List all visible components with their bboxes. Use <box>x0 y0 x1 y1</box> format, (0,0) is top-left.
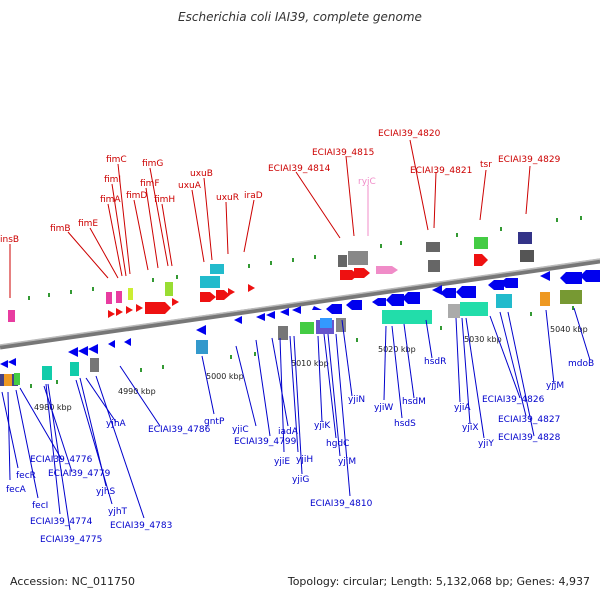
gene-label: tsr <box>480 160 492 170</box>
gene-label: yjiG <box>292 475 309 485</box>
gene-label: ECIAI39_4814 <box>268 164 331 174</box>
gene-label: ECIAI39_4815 <box>312 148 374 158</box>
reverse-ticks <box>30 306 574 388</box>
genome-summary: Topology: circular; Length: 5,132,068 bp… <box>287 575 590 588</box>
gene-label: iadA <box>278 427 299 437</box>
gene-label: ryjC <box>358 177 376 187</box>
gene-label: ECIAI39_4779 <box>48 469 111 479</box>
gene-label: insB <box>0 235 19 245</box>
gene-label: yjiN <box>348 395 365 405</box>
gene-label: ECIAI39_4821 <box>410 166 472 176</box>
gene-label: yjiA <box>454 403 471 413</box>
gene-label: yjjM <box>546 381 564 391</box>
gene-label: hgdC <box>326 439 349 449</box>
gene-label: fimD <box>126 191 147 201</box>
gene-label: ECIAI39_4786 <box>148 425 211 435</box>
kbp-label: 5020 kbp <box>378 345 416 354</box>
gene-label: fimA <box>100 195 121 205</box>
accession-label: Accession: NC_011750 <box>10 575 136 588</box>
gene-label: fecA <box>6 485 27 495</box>
reverse-gene-label-texts: fecR fecA fecI ECIAI39_4776 ECIAI39_4779… <box>6 357 594 545</box>
gene-label: yjhT <box>108 507 128 517</box>
forward-ticks <box>28 216 582 300</box>
gene-label: gntP <box>204 417 225 427</box>
gene-label: fimE <box>78 219 98 229</box>
gene-label: uxuR <box>216 193 239 203</box>
gene-label: yjiW <box>374 403 393 413</box>
gene-label: yjhA <box>106 419 127 429</box>
gene-label: ECIAI39_4775 <box>40 535 102 545</box>
gene-label: ECIAI39_4799 <box>234 437 297 447</box>
reverse-gene-leaders <box>1 307 591 531</box>
gene-label: ECIAI39_4829 <box>498 155 561 165</box>
kbp-label: 5030 kbp <box>464 335 502 344</box>
gene-label: fecI <box>32 501 48 511</box>
reverse-features <box>0 270 600 386</box>
gene-label: yjiM <box>338 457 356 467</box>
gene-label: yjiY <box>478 439 494 449</box>
gene-label: uxuA <box>178 181 202 191</box>
gene-label: fimG <box>142 159 163 169</box>
forward-gene-label-texts: insB fimB fimE fimA fimI fimC fimD fimF … <box>0 129 561 245</box>
kbp-label: 5010 kbp <box>291 359 329 368</box>
gene-label: ECIAI39_4783 <box>110 521 172 531</box>
gene-label: hsdM <box>402 397 426 407</box>
forward-features <box>8 232 534 322</box>
gene-label: uxuB <box>190 169 213 179</box>
gene-label: yjiE <box>274 457 290 467</box>
gene-label: ECIAI39_4827 <box>498 415 560 425</box>
kbp-label: 4980 kbp <box>34 403 72 412</box>
gene-label: yjiC <box>232 425 249 435</box>
gene-label: ECIAI39_4774 <box>30 517 93 527</box>
gene-label: yjhS <box>96 487 116 497</box>
gene-label: hsdS <box>394 419 416 429</box>
gene-label: ECIAI39_4826 <box>482 395 545 405</box>
forward-gene-labels <box>9 139 531 298</box>
genome-title: Escherichia coli IAI39, complete genome <box>178 10 422 24</box>
gene-label: hsdR <box>424 357 446 367</box>
gene-label: yjiK <box>314 421 331 431</box>
gene-label: fimH <box>154 195 175 205</box>
genome-backbone <box>0 258 600 350</box>
gene-label: fimF <box>140 179 160 189</box>
gene-label: fimB <box>50 224 71 234</box>
gene-label: fimC <box>106 155 127 165</box>
gene-label: fimI <box>104 175 121 185</box>
gene-label: iraD <box>244 191 263 201</box>
kbp-label: 5040 kbp <box>550 325 588 334</box>
gene-label: ECIAI39_4776 <box>30 455 93 465</box>
gene-label: fecR <box>16 471 36 481</box>
gene-label: ECIAI39_4828 <box>498 433 561 443</box>
gene-label: yjiH <box>296 455 313 465</box>
gene-label: ECIAI39_4820 <box>378 129 441 139</box>
gene-label: ECIAI39_4810 <box>310 499 373 509</box>
gene-label: yjiX <box>462 423 479 433</box>
kbp-label: 5000 kbp <box>206 372 244 381</box>
gene-label: mdoB <box>568 359 594 369</box>
